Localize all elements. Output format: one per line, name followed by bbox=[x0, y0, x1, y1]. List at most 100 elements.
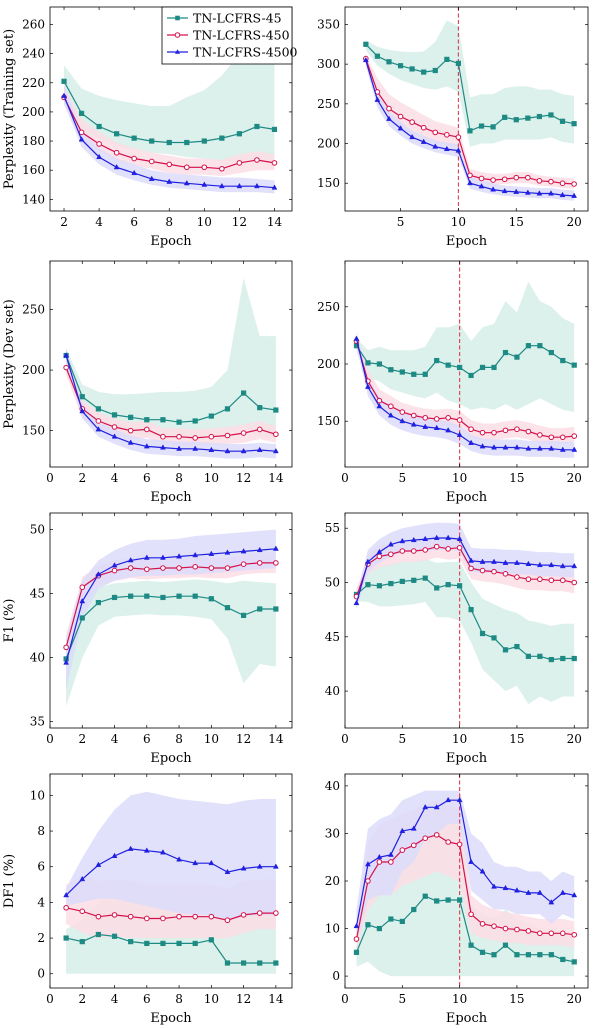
data-point bbox=[241, 390, 247, 396]
data-point bbox=[144, 426, 150, 433]
data-point bbox=[536, 190, 543, 196]
data-point bbox=[111, 852, 118, 858]
series-TN-LCFRS-45 bbox=[63, 931, 279, 966]
y-tick-label: 250 bbox=[317, 97, 340, 111]
y-tick-label: 220 bbox=[22, 76, 45, 90]
data-point bbox=[468, 942, 474, 948]
x-tick-label: 10 bbox=[197, 215, 212, 229]
data-point bbox=[571, 655, 577, 662]
data-point bbox=[502, 925, 509, 932]
data-point bbox=[514, 444, 520, 450]
data-point bbox=[548, 112, 554, 118]
data-point bbox=[353, 922, 360, 929]
data-point bbox=[468, 565, 474, 572]
data-point bbox=[224, 406, 231, 412]
x-tick-label: 0 bbox=[341, 992, 349, 1006]
data-point bbox=[176, 445, 182, 451]
data-point bbox=[571, 959, 577, 965]
x-tick-label: 10 bbox=[452, 471, 467, 485]
data-point bbox=[468, 858, 475, 864]
data-point bbox=[502, 647, 509, 653]
data-point bbox=[192, 913, 198, 920]
data-point bbox=[376, 553, 383, 560]
data-point bbox=[445, 546, 451, 552]
data-point bbox=[479, 630, 486, 637]
y-tick-label: 200 bbox=[317, 137, 340, 151]
y-tick-label: 180 bbox=[22, 134, 45, 148]
x-tick-label: 10 bbox=[204, 992, 219, 1006]
data-point bbox=[524, 189, 531, 195]
data-point bbox=[467, 128, 473, 134]
y-tick-label: 10 bbox=[325, 922, 340, 936]
data-point bbox=[525, 928, 532, 934]
y-tick-label: 55 bbox=[325, 521, 340, 535]
x-tick-label: 4 bbox=[95, 215, 103, 229]
data-point bbox=[240, 561, 247, 567]
y-tick-label: 260 bbox=[22, 17, 45, 31]
y-tick-label: 8 bbox=[37, 824, 45, 838]
data-point bbox=[445, 839, 451, 845]
data-point bbox=[525, 115, 531, 121]
data-point bbox=[96, 123, 102, 130]
x-tick-label: 5 bbox=[398, 471, 406, 485]
data-point bbox=[111, 412, 118, 418]
panel-df1-left: 0 2 4 6 8 10 12 14 0 2 4 6 8 10 Epoch DF1 (%) bbox=[2, 773, 293, 1026]
x-tick-label: 0 bbox=[46, 992, 54, 1006]
data-point bbox=[131, 169, 138, 176]
series-TN-LCFRS-45 bbox=[63, 593, 279, 662]
data-point bbox=[491, 429, 497, 436]
x-tick-label: 14 bbox=[267, 215, 283, 229]
data-point bbox=[63, 644, 69, 651]
legend-marker bbox=[174, 32, 181, 38]
data-point bbox=[376, 583, 382, 589]
data-point bbox=[78, 136, 85, 142]
series-line bbox=[355, 799, 575, 927]
data-point bbox=[491, 635, 497, 641]
data-point bbox=[433, 534, 440, 540]
panel-train-right: 5 10 15 20 150 200 250 300 350 Epoch bbox=[317, 6, 589, 249]
data-point bbox=[502, 559, 509, 565]
data-point bbox=[192, 551, 199, 558]
data-point bbox=[388, 859, 394, 865]
data-point bbox=[183, 179, 190, 186]
data-point bbox=[410, 842, 417, 849]
x-tick-label: 10 bbox=[451, 215, 466, 229]
data-point bbox=[525, 445, 532, 451]
x-tick-label: 8 bbox=[175, 732, 183, 746]
data-point bbox=[95, 861, 102, 867]
x-tick-label: 0 bbox=[341, 471, 349, 485]
y-tick-label: 350 bbox=[317, 17, 340, 31]
data-point bbox=[236, 182, 243, 189]
data-point bbox=[386, 105, 392, 112]
data-point bbox=[254, 157, 260, 163]
data-point bbox=[399, 827, 406, 834]
data-point bbox=[376, 361, 382, 367]
data-point bbox=[201, 164, 208, 171]
data-point bbox=[548, 561, 555, 568]
x-tick-label: 4 bbox=[111, 471, 119, 485]
data-point bbox=[502, 571, 509, 577]
x-tick-label: 2 bbox=[78, 471, 86, 485]
data-point bbox=[176, 856, 182, 862]
data-point bbox=[468, 607, 474, 613]
data-point bbox=[111, 933, 118, 939]
data-point bbox=[224, 565, 231, 571]
x-tick-label: 12 bbox=[236, 992, 251, 1006]
data-point bbox=[114, 131, 120, 137]
y-tick-label: 45 bbox=[30, 587, 45, 601]
data-point bbox=[166, 161, 173, 168]
data-point bbox=[514, 559, 520, 565]
data-point bbox=[409, 119, 415, 125]
y-tick-label: 45 bbox=[325, 630, 340, 644]
data-point bbox=[491, 883, 497, 889]
data-point bbox=[365, 582, 371, 588]
data-point bbox=[399, 369, 405, 375]
data-point bbox=[144, 940, 150, 947]
series-TN-LCFRS-450 bbox=[353, 543, 578, 600]
x-tick-label: 6 bbox=[130, 215, 138, 229]
data-point bbox=[208, 565, 215, 571]
data-point bbox=[410, 421, 417, 427]
data-point bbox=[491, 952, 497, 958]
confidence-band-TN-LCFRS-45 bbox=[356, 558, 575, 705]
data-point bbox=[111, 912, 118, 918]
